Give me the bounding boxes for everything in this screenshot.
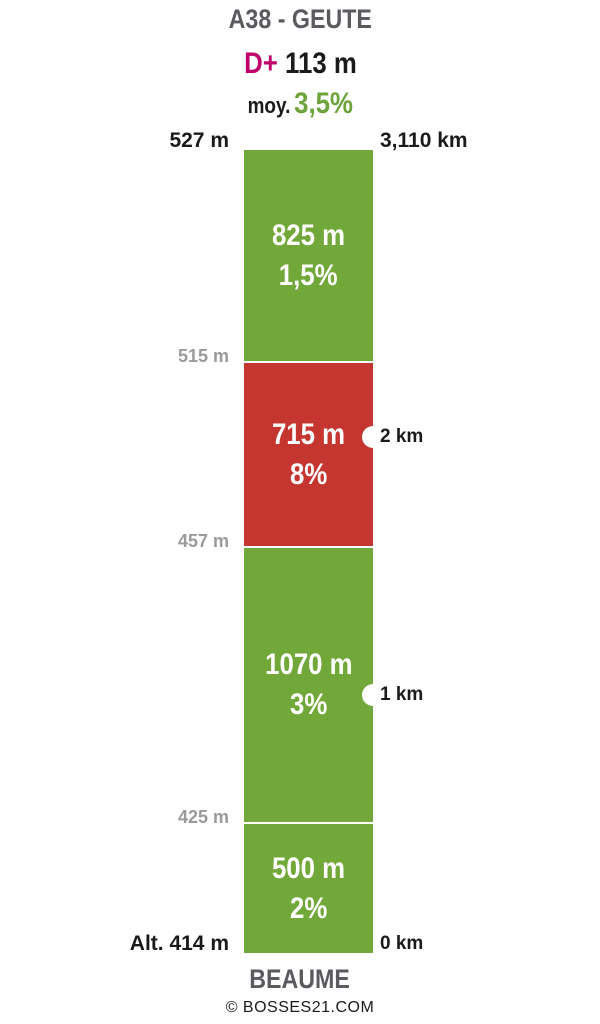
segment-divider — [244, 546, 373, 548]
start-location: BEAUME — [249, 964, 351, 994]
average-grade: moy. 3,5% — [0, 84, 600, 129]
segment-3-length: 1070 m — [264, 648, 353, 681]
altitude-top: 527 m — [169, 129, 229, 152]
elevation-gain: D+ 113 m — [0, 44, 600, 84]
profile-bar: 825 m 1,5% 715 m 8% 1070 m 3% 500 m 2% — [244, 150, 373, 953]
km-marker-notch — [362, 426, 384, 448]
dplus-label: D+ — [243, 47, 278, 80]
distance-total: 3,110 km — [380, 129, 468, 152]
avg-label: moy. — [247, 93, 291, 118]
distance-0km: 0 km — [380, 933, 424, 954]
segment-1-grade: 1,5% — [279, 258, 338, 292]
segment-4-length: 500 m — [271, 851, 346, 885]
distance-2km: 2 km — [380, 426, 424, 447]
segment-1: 825 m 1,5% — [244, 150, 373, 361]
altitude-bottom: Alt. 414 m — [129, 932, 229, 955]
distance-1km: 1 km — [380, 684, 424, 705]
segment-3-grade: 3% — [289, 688, 328, 721]
segment-2-grade: 8% — [289, 457, 328, 491]
segment-divider — [244, 822, 373, 824]
avg-value: 3,5% — [293, 87, 353, 120]
altitude-425: 425 m — [177, 807, 229, 827]
segment-2-length: 715 m — [271, 417, 346, 451]
segment-4: 500 m 2% — [244, 824, 373, 953]
credit: © BOSSES21.COM — [225, 999, 375, 1016]
segment-1-length: 825 m — [271, 218, 346, 252]
dplus-value: 113 m — [284, 47, 357, 80]
altitude-515: 515 m — [177, 346, 229, 366]
segment-3: 1070 m 3% — [244, 548, 373, 822]
segment-2: 715 m 8% — [244, 363, 373, 546]
climb-title: A38 - GEUTE — [228, 4, 372, 34]
segment-divider — [244, 361, 373, 363]
segment-4-grade: 2% — [289, 891, 328, 925]
altitude-457: 457 m — [177, 531, 229, 551]
km-marker-notch — [362, 684, 384, 706]
